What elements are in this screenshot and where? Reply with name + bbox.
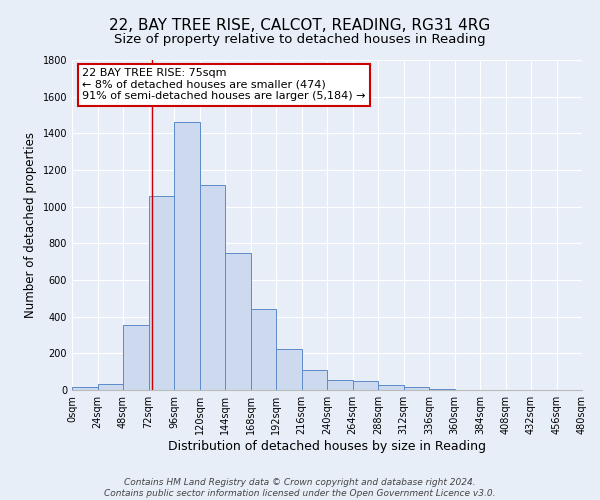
Bar	[225, 254, 251, 390]
Bar	[199, 184, 225, 390]
Bar	[251, 310, 276, 390]
Text: 22 BAY TREE RISE: 75sqm
← 8% of detached houses are smaller (474)
91% of semi-de: 22 BAY TREE RISE: 75sqm ← 8% of detached…	[82, 68, 366, 102]
X-axis label: Distribution of detached houses by size in Reading: Distribution of detached houses by size …	[168, 440, 486, 452]
Bar	[353, 381, 378, 390]
Text: 22, BAY TREE RISE, CALCOT, READING, RG31 4RG: 22, BAY TREE RISE, CALCOT, READING, RG31…	[109, 18, 491, 32]
Y-axis label: Number of detached properties: Number of detached properties	[24, 132, 37, 318]
Bar	[327, 380, 353, 390]
Bar	[97, 384, 123, 390]
Bar	[276, 349, 302, 390]
Text: Contains HM Land Registry data © Crown copyright and database right 2024.
Contai: Contains HM Land Registry data © Crown c…	[104, 478, 496, 498]
Bar	[149, 196, 174, 390]
Bar	[378, 384, 404, 390]
Bar	[404, 387, 429, 390]
Bar	[72, 387, 97, 390]
Bar	[302, 370, 327, 390]
Bar	[429, 389, 455, 390]
Bar	[123, 325, 149, 390]
Bar	[174, 122, 199, 390]
Text: Size of property relative to detached houses in Reading: Size of property relative to detached ho…	[114, 32, 486, 46]
